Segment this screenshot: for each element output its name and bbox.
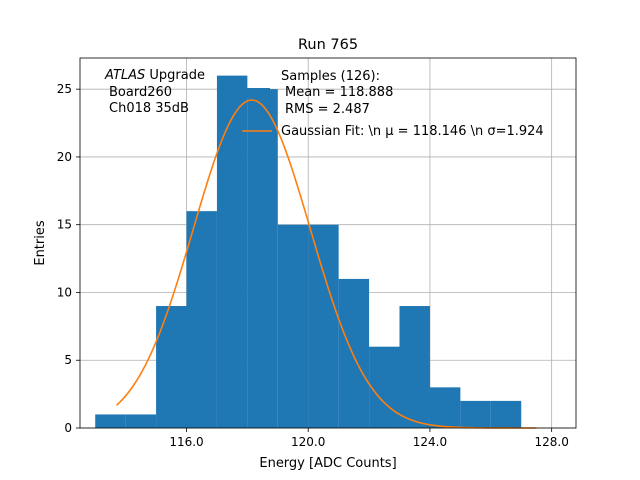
chart-title: Run 765 (298, 37, 358, 53)
x-tick-label: 128.0 (534, 435, 568, 449)
legend-samples-swatch (242, 88, 270, 98)
histogram-bar (186, 211, 217, 428)
atlas-label-italic: ATLAS (104, 68, 145, 83)
histogram-bar (247, 89, 278, 429)
histogram-bar (308, 224, 339, 428)
board-label: Board260 (109, 85, 172, 100)
legend-samples-label: Samples (126): (281, 69, 380, 84)
x-axis-label: Energy [ADC Counts] (259, 456, 396, 471)
y-tick-label: 15 (57, 218, 72, 232)
x-axis-ticks: 116.0 120.0 124.0 128.0 (169, 428, 569, 449)
x-tick-label: 116.0 (169, 435, 203, 449)
y-tick-label: 5 (64, 353, 72, 367)
atlas-label-upgrade: Upgrade (145, 68, 205, 83)
histogram-bars (95, 75, 522, 429)
histogram-bar (216, 75, 248, 428)
histogram-bar (429, 387, 461, 428)
legend-mean-label: Mean = 118.888 (285, 85, 393, 100)
histogram-bar (399, 306, 430, 428)
y-tick-label: 20 (57, 150, 72, 164)
legend: Samples (126): Mean = 118.888 RMS = 2.48… (242, 69, 544, 139)
histogram-bar (490, 400, 522, 428)
x-tick-label: 120.0 (291, 435, 325, 449)
histogram-bar (369, 346, 400, 428)
plot-frame (79, 57, 577, 429)
legend-fit-label: Gaussian Fit: \n μ = 118.146 \n σ=1.924 (281, 124, 544, 139)
y-axis-label: Entries (33, 220, 48, 266)
x-tick-label: 124.0 (413, 435, 447, 449)
atlas-label: ATLAS Upgrade (104, 68, 205, 83)
histogram-bar (125, 414, 157, 428)
histogram-bar (95, 414, 126, 428)
histogram-bar (460, 400, 491, 428)
histogram-bar (156, 306, 187, 428)
y-tick-label: 10 (57, 285, 72, 299)
histogram-bar (338, 278, 370, 428)
legend-rms-label: RMS = 2.487 (285, 102, 370, 117)
atlas-annotation: ATLAS Upgrade Board260 Ch018 35dB (104, 68, 205, 116)
y-tick-label: 25 (57, 82, 72, 96)
histogram-bar (277, 224, 309, 428)
channel-label: Ch018 35dB (109, 101, 189, 116)
y-tick-label: 0 (64, 421, 72, 435)
y-axis-ticks: 0 5 10 15 20 25 (57, 82, 80, 435)
